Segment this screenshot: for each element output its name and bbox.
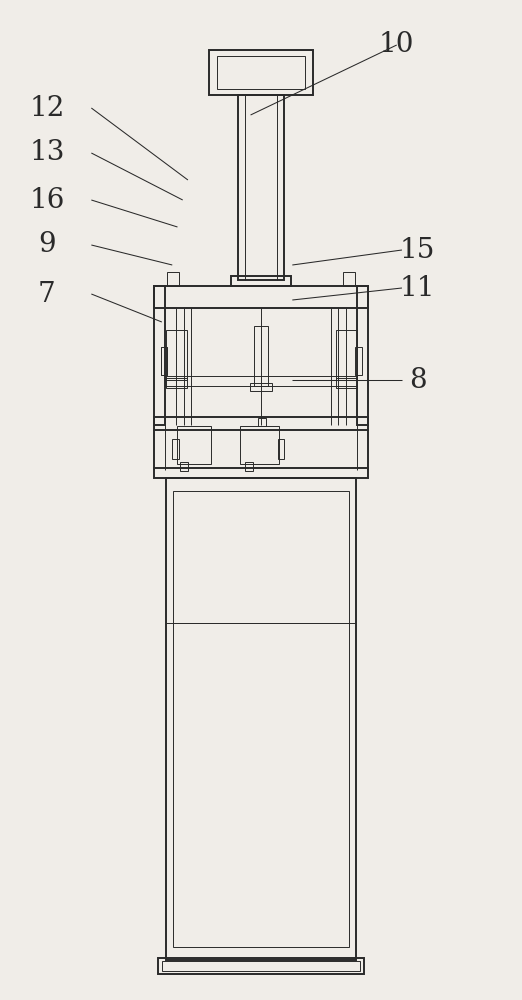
Bar	[161, 347, 167, 375]
Bar	[336, 330, 357, 380]
Bar	[240, 426, 279, 464]
Text: 15: 15	[400, 236, 435, 263]
Bar	[165, 376, 357, 386]
Text: 10: 10	[379, 31, 414, 58]
Bar	[154, 286, 165, 425]
Text: 9: 9	[38, 232, 56, 258]
Bar	[166, 330, 187, 380]
Bar	[161, 347, 167, 375]
Bar	[154, 417, 368, 430]
Bar	[173, 491, 349, 947]
Bar	[166, 378, 187, 388]
Text: 11: 11	[400, 274, 435, 302]
Text: 13: 13	[29, 139, 65, 166]
Bar	[166, 478, 356, 960]
Bar	[250, 383, 272, 391]
Text: 8: 8	[409, 366, 426, 393]
Text: 7: 7	[38, 280, 56, 308]
Bar	[154, 286, 368, 308]
Bar	[209, 50, 313, 95]
Bar	[167, 272, 179, 286]
Bar	[357, 286, 368, 425]
Bar	[238, 95, 284, 280]
Bar	[254, 326, 268, 386]
Bar	[336, 378, 357, 388]
Bar	[154, 468, 368, 478]
Bar	[172, 439, 179, 459]
Text: 16: 16	[29, 186, 65, 214]
Bar	[258, 418, 266, 426]
Bar	[245, 462, 253, 471]
Bar	[343, 272, 355, 286]
Bar	[217, 56, 305, 89]
Bar	[278, 439, 284, 459]
Bar	[158, 958, 364, 974]
Bar	[180, 462, 188, 471]
Bar	[162, 961, 360, 971]
Bar	[231, 276, 291, 286]
Bar	[177, 426, 211, 464]
Bar	[355, 347, 362, 375]
Text: 12: 12	[29, 95, 65, 121]
